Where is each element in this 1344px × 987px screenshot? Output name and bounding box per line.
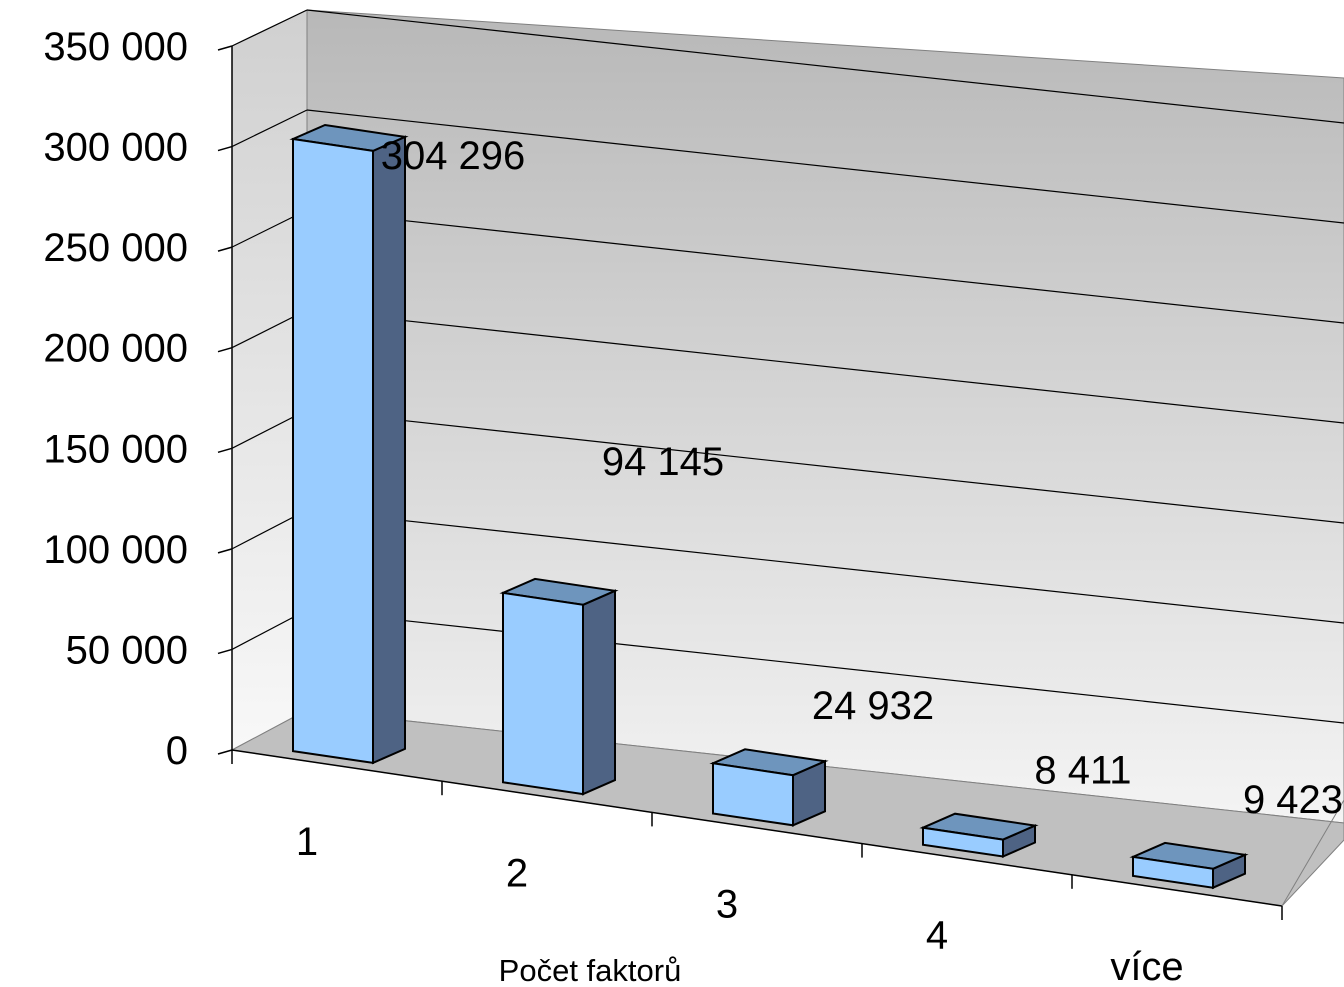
bars [289, 123, 1249, 890]
gridline-side [231, 9, 308, 47]
y-tick-label: 250 000 [43, 226, 188, 270]
bar [1132, 855, 1214, 889]
x-tick-label: 2 [506, 851, 528, 895]
bar-side [372, 135, 406, 765]
gridline [306, 509, 1344, 624]
bar [922, 826, 1004, 858]
axes: 0 50 000 100 000 150 000 200 000 250 000 300 0… [43, 25, 1344, 920]
data-label: 304 296 [381, 134, 526, 178]
data-label: 94 145 [602, 440, 724, 484]
gridline [306, 9, 1344, 124]
y-tick-label: 200 000 [43, 327, 188, 371]
x-axis-title: Počet faktorů [499, 953, 682, 987]
gridline [306, 609, 1344, 724]
y-tick [217, 145, 233, 152]
labels: 304 296 1 94 145 2 24 932 3 8 411 4 9 423 více [296, 134, 1343, 987]
bar [712, 762, 794, 827]
y-tick [217, 45, 233, 51]
x-tick-label: 4 [926, 914, 948, 958]
y-tick [217, 548, 233, 554]
gridline [306, 409, 1344, 524]
data-label: 8 411 [1034, 749, 1131, 793]
y-tick [217, 346, 233, 353]
x-tick-label: více [1110, 945, 1183, 987]
floor-edge [1281, 799, 1344, 907]
y-tick [217, 447, 233, 454]
y-tick-label: 150 000 [43, 427, 188, 471]
bar [292, 137, 374, 765]
y-tick [217, 246, 233, 252]
data-label: 9 423 [1243, 778, 1343, 822]
bar-side [582, 589, 616, 796]
gridline [306, 109, 1344, 224]
y-tick-label: 300 000 [43, 126, 188, 170]
x-tick-label: 1 [296, 820, 318, 864]
gridline [306, 309, 1344, 424]
data-label: 24 932 [812, 684, 934, 728]
gridline-side [231, 109, 308, 148]
y-tick [217, 648, 233, 655]
y-tick-label: 350 000 [43, 25, 188, 69]
bar [502, 591, 584, 796]
y-tick-label: 100 000 [43, 528, 188, 572]
x-tick-label: 3 [716, 882, 738, 926]
y-tick-label: 0 [166, 729, 188, 773]
y-tick [217, 749, 233, 755]
y-tick-label: 50 000 [66, 628, 188, 672]
gridline [306, 209, 1344, 324]
x-axis-line [231, 749, 1283, 907]
